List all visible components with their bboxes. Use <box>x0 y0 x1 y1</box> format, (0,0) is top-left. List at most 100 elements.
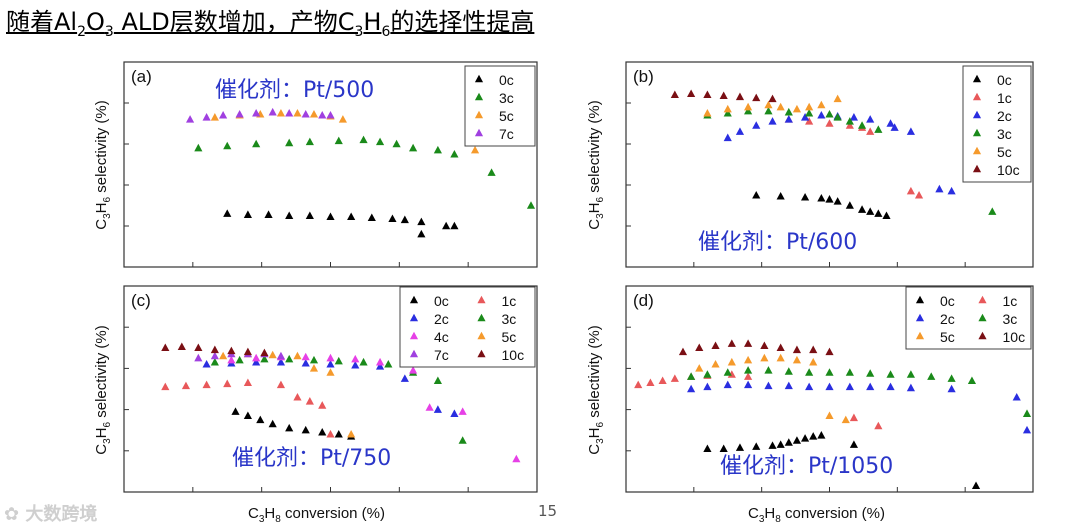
data-point <box>670 90 679 99</box>
data-point <box>886 119 895 127</box>
data-point <box>825 347 834 356</box>
data-point <box>293 351 302 360</box>
y-axis-label: C3H6 selectivity (%) <box>585 100 606 230</box>
data-point <box>764 381 773 390</box>
data-point <box>210 357 219 366</box>
data-point <box>744 366 753 374</box>
data-point <box>417 229 426 238</box>
data-point <box>326 353 335 362</box>
data-point <box>634 380 643 389</box>
data-point <box>703 382 712 391</box>
data-point <box>817 431 826 439</box>
legend-marker <box>978 331 987 340</box>
data-point <box>425 403 434 411</box>
data-point <box>703 90 712 99</box>
data-point <box>744 355 753 364</box>
legend-marker <box>915 313 925 322</box>
data-point <box>805 102 814 111</box>
legend-marker <box>972 92 982 101</box>
legend-entry-3c: 3c <box>474 90 514 106</box>
data-point <box>285 211 294 219</box>
data-point <box>886 370 895 378</box>
legend-label: 2c <box>940 311 955 327</box>
legend-entry-3c: 3c <box>972 126 1012 142</box>
data-point <box>194 143 203 152</box>
data-point <box>450 149 459 158</box>
data-point <box>359 135 368 144</box>
data-point <box>890 123 899 131</box>
data-point <box>768 441 777 449</box>
data-point <box>185 115 195 123</box>
data-point <box>857 121 867 129</box>
data-point <box>906 127 915 135</box>
data-point <box>792 104 802 113</box>
data-point <box>784 367 793 375</box>
series-3c <box>194 135 536 209</box>
legend-label: 5c <box>940 329 955 345</box>
data-point <box>268 419 277 428</box>
data-point <box>752 442 761 450</box>
legend-entry-0c: 0c <box>915 293 955 309</box>
data-point <box>243 210 252 218</box>
data-point <box>723 380 732 389</box>
data-point <box>301 352 310 361</box>
data-point <box>784 115 793 123</box>
legend-label: 2c <box>997 108 1012 124</box>
data-point <box>388 214 397 223</box>
data-point <box>252 353 261 362</box>
data-point <box>866 207 875 215</box>
data-point <box>334 356 343 365</box>
data-point <box>764 100 773 109</box>
data-point <box>235 355 244 364</box>
data-point <box>882 211 891 219</box>
data-point <box>947 384 956 393</box>
data-point <box>906 370 915 378</box>
data-point <box>260 348 269 357</box>
data-point <box>817 111 826 119</box>
data-point <box>711 359 720 368</box>
data-point <box>177 342 186 350</box>
data-point <box>906 383 915 392</box>
data-point <box>442 221 451 230</box>
panel-label: (b) <box>633 67 654 86</box>
legend-entry-2c: 2c <box>972 108 1012 124</box>
y-axis-label: C3H6 selectivity (%) <box>92 325 113 455</box>
data-point <box>326 359 335 368</box>
data-point <box>293 108 302 117</box>
catalyst-label: 催化剂：Pt/750 <box>232 446 391 471</box>
data-point <box>433 376 442 384</box>
legend-marker <box>978 313 987 322</box>
data-point <box>845 117 854 125</box>
data-point <box>703 370 712 378</box>
page-number: 15 <box>538 502 558 520</box>
data-point <box>988 207 997 215</box>
data-point <box>914 190 924 199</box>
data-point <box>825 382 834 391</box>
legend-box <box>905 286 1032 350</box>
data-point <box>805 368 814 376</box>
data-point <box>727 370 736 378</box>
data-point <box>301 425 310 434</box>
series-2c <box>723 111 956 195</box>
data-point <box>784 438 793 446</box>
series-0c <box>231 407 356 440</box>
data-point <box>305 397 314 405</box>
catalyst-label: 催化剂：Pt/500 <box>215 78 374 103</box>
data-point <box>849 413 859 422</box>
legend-label: 3c <box>499 90 514 106</box>
data-point <box>276 351 286 360</box>
legend-label: 10c <box>997 162 1020 178</box>
panel-label: (c) <box>131 291 151 310</box>
slide-title: 随着Al2O3 ALD层数增加，产物C3H6的选择性提高 <box>6 8 535 40</box>
data-point <box>719 91 728 100</box>
x-axis-label: C3H8 conversion (%) <box>748 505 886 525</box>
data-point <box>727 357 736 366</box>
data-point <box>805 117 814 125</box>
data-point <box>735 127 745 135</box>
data-point <box>874 209 883 217</box>
data-point <box>906 186 915 195</box>
data-point <box>409 143 418 152</box>
data-point <box>318 401 327 409</box>
data-point <box>825 368 834 376</box>
data-point <box>744 102 753 111</box>
